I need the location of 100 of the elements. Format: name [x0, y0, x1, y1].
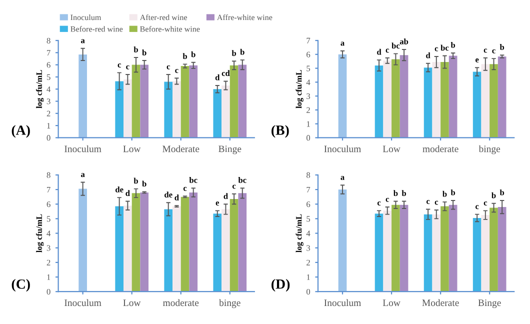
- bar: [400, 204, 408, 292]
- y-tick-label: 0: [46, 288, 50, 295]
- y-tick-label: 3: [46, 98, 50, 104]
- x-tick-label: Inoculum: [324, 299, 361, 306]
- bar: [472, 72, 482, 138]
- y-tick-label: 1: [306, 274, 310, 280]
- data-label: b: [142, 50, 146, 56]
- bar: [222, 209, 230, 292]
- data-label: c: [484, 202, 488, 206]
- x-tick-label: Low: [382, 146, 400, 152]
- data-label: a: [340, 42, 344, 46]
- data-label: c: [166, 65, 170, 70]
- data-label: ab: [400, 38, 408, 44]
- data-label: de: [164, 192, 172, 198]
- x-tick-label: Inoculum: [64, 299, 102, 306]
- bar: [213, 214, 222, 292]
- data-label: bc: [189, 177, 198, 183]
- y-tick-label: 4: [306, 80, 310, 86]
- data-label: b: [450, 189, 456, 196]
- y-tick-label: 2: [306, 107, 310, 113]
- bar: [124, 79, 132, 138]
- text: (B): [272, 125, 289, 138]
- bar: [424, 68, 432, 138]
- data-label: a: [80, 173, 85, 178]
- bar: [490, 64, 498, 138]
- bar: [432, 62, 441, 138]
- data-label: b: [240, 48, 244, 55]
- data-label: bc: [392, 42, 400, 49]
- data-label: c: [484, 48, 488, 53]
- data-label: b: [492, 192, 496, 198]
- y-tick-label: 2: [46, 260, 50, 266]
- x-tick-label: binge: [478, 145, 500, 154]
- y-tick-label: 7: [306, 38, 310, 44]
- data-label: c: [377, 202, 381, 206]
- y-tick-label: 8: [46, 38, 50, 44]
- data-label: c: [183, 186, 187, 191]
- y-tick-label: 6: [306, 52, 310, 58]
- legend-label: Affre-white wine: [216, 14, 272, 20]
- y-tick-label: 2: [306, 260, 310, 266]
- data-label: b: [232, 50, 236, 56]
- data-label: d: [174, 194, 179, 200]
- bar: [132, 193, 140, 292]
- bar: [115, 81, 124, 138]
- y-tick-label: 3: [306, 245, 310, 251]
- data-label: b: [500, 189, 504, 196]
- bar: [213, 89, 222, 138]
- bar: [180, 196, 190, 292]
- y-tick-label: 5: [306, 66, 310, 72]
- x-tick-label: Moderate: [162, 145, 200, 152]
- y-tick-label: 1: [47, 122, 50, 128]
- bar: [180, 66, 190, 138]
- data-label: c: [386, 198, 390, 202]
- bar: [164, 82, 173, 138]
- x-tick-label: moderate: [422, 145, 458, 152]
- data-label: c: [434, 200, 438, 205]
- legend-label: Before-white wine: [140, 26, 200, 32]
- bar: [448, 204, 458, 292]
- data-label: b: [500, 44, 504, 50]
- data-label: c: [126, 65, 130, 70]
- y-tick-label: 6: [46, 201, 50, 208]
- data-label: cd: [222, 70, 230, 76]
- y-tick-label: 4: [46, 230, 51, 236]
- data-label: b: [191, 51, 196, 58]
- data-label: c: [476, 205, 479, 210]
- legend-label: After-red wine: [140, 14, 188, 20]
- bar: [440, 206, 449, 292]
- data-label: bc: [238, 177, 246, 183]
- bar: [440, 62, 449, 138]
- y-tick-label: 0: [46, 135, 50, 141]
- legend-label: Before-red wine: [70, 26, 123, 32]
- bar: [172, 81, 181, 138]
- data-label: bc: [440, 44, 449, 51]
- bar: [164, 209, 173, 292]
- bar: [448, 56, 458, 138]
- data-label: b: [182, 53, 188, 60]
- y-tick-label: 0: [306, 288, 310, 295]
- bar: [78, 188, 87, 292]
- data-label: c: [386, 48, 390, 53]
- data-label: b: [134, 178, 138, 184]
- bar: [490, 208, 498, 292]
- x-tick-label: Inoculum: [64, 145, 102, 152]
- y-tick-label: 1: [47, 274, 50, 280]
- bar: [392, 204, 400, 292]
- x-tick-label: binge: [219, 299, 240, 308]
- bar: [481, 215, 490, 292]
- data-label: b: [142, 180, 146, 187]
- bar: [189, 192, 198, 292]
- data-label: b: [393, 190, 398, 196]
- bar: [230, 65, 238, 138]
- data-label: a: [80, 39, 85, 44]
- data-label: c: [118, 64, 121, 68]
- x-tick-label: Low: [123, 146, 141, 152]
- data-label: d: [126, 190, 130, 196]
- bar: [383, 210, 392, 292]
- bar: [374, 65, 384, 138]
- text: (D): [272, 279, 290, 292]
- data-label: b: [402, 190, 406, 196]
- y-tick-label: 8: [46, 172, 50, 178]
- bar: [222, 85, 230, 138]
- bar: [498, 56, 506, 138]
